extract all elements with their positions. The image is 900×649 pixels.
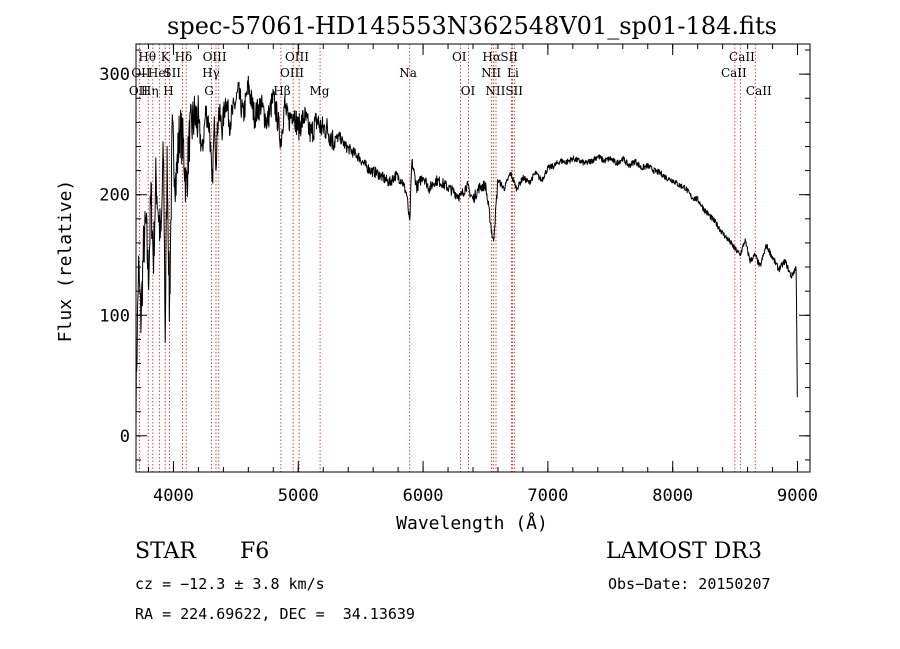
line-label: Hδ <box>175 50 193 64</box>
chart-title: spec-57061-HD145553N362548V01_sp01-184.f… <box>167 12 777 40</box>
line-label: CaII <box>746 84 772 98</box>
obs-date: Obs−Date: 20150207 <box>608 575 771 593</box>
line-label: CaII <box>721 66 747 80</box>
y-tick-label: 0 <box>120 427 130 447</box>
object-subclass: F6 <box>240 539 270 564</box>
line-label: Na <box>399 66 417 80</box>
x-axis-label: Wavelength (Å) <box>396 512 548 534</box>
line-label: Hβ <box>273 84 290 98</box>
plot-frame <box>135 43 811 473</box>
line-label: OIII <box>285 50 309 64</box>
line-label: Li <box>507 66 519 80</box>
line-label: K <box>161 50 171 64</box>
line-label: OI <box>461 84 476 98</box>
x-tick-label: 5000 <box>278 486 319 506</box>
y-tick-label: 300 <box>99 65 130 85</box>
line-label: OII <box>129 84 149 98</box>
line-label: OII <box>131 66 151 80</box>
coordinates: RA = 224.69622, DEC = 34.13639 <box>135 605 415 623</box>
y-tick-label: 200 <box>99 186 130 206</box>
x-tick-label: 6000 <box>403 486 444 506</box>
line-label: Hη <box>141 84 159 98</box>
redshift-text: cz = −12.3 ± 3.8 km/s <box>135 575 325 593</box>
line-label: SII <box>500 50 518 64</box>
y-tick-label: 100 <box>99 306 130 326</box>
line-label: H <box>163 84 173 98</box>
line-label: Hα <box>482 50 501 64</box>
x-tick-label: 4000 <box>153 486 194 506</box>
line-label: NIISII <box>485 84 523 98</box>
spectrum-line <box>135 75 798 427</box>
line-label: HeI <box>148 66 171 80</box>
axes: 4000 5000 6000 7000 8000 9000 0 100 200 300 <box>99 43 818 506</box>
line-label: Hθ <box>138 50 156 64</box>
line-label: G <box>204 84 214 98</box>
line-label: Hγ <box>202 66 220 80</box>
x-tick-label: 7000 <box>527 486 568 506</box>
line-label: OI <box>452 50 467 64</box>
y-axis-label: Flux (relative) <box>55 180 76 343</box>
series-layer <box>135 75 798 427</box>
line-label: OIII <box>280 66 304 80</box>
x-tick-label: 8000 <box>652 486 693 506</box>
object-class: STAR <box>135 539 196 564</box>
line-label: NII <box>481 66 501 80</box>
survey-name: LAMOST DR3 <box>606 539 762 564</box>
x-tick-label: 9000 <box>777 486 818 506</box>
line-label: CaII <box>729 50 755 64</box>
line-label: Mg <box>309 84 329 98</box>
line-label: SII <box>163 66 181 80</box>
line-label: OIII <box>203 50 227 64</box>
line-markers <box>138 44 756 472</box>
